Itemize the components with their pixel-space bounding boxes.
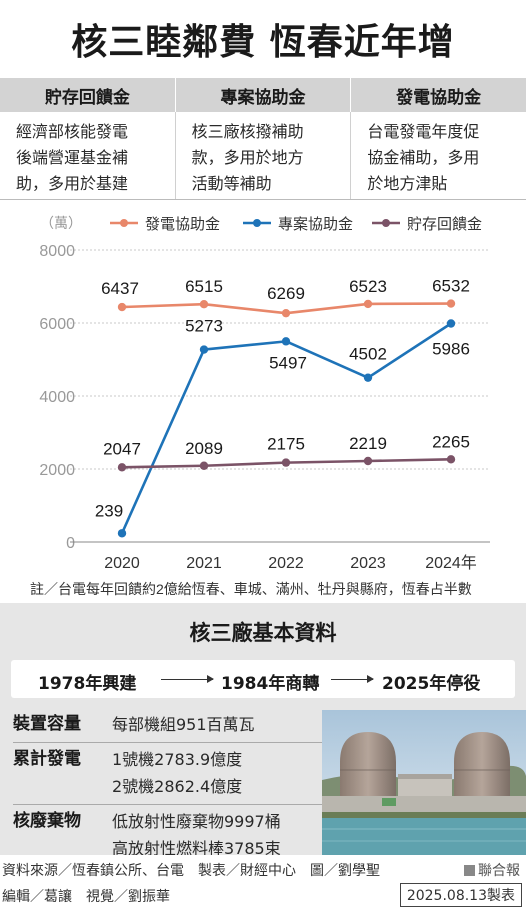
fact-value: 低放射性廢棄物9997桶 (112, 812, 281, 831)
timeline-arrow (331, 675, 374, 683)
data-label: 239 (95, 501, 123, 520)
data-point (363, 456, 373, 466)
data-label: 5497 (269, 353, 307, 372)
fact-capacity: 裝置容量 每部機組951百萬瓦 (13, 708, 323, 743)
timeline: 1978年興建 1984年商轉 2025年停役 (11, 660, 515, 698)
fund-header-project: 專案協助金 (176, 78, 352, 112)
data-point (446, 455, 456, 464)
x-tick-label: 2020 (104, 555, 140, 572)
fund-description-line: 經濟部核能發電 (16, 122, 129, 141)
fund-description-line: 活動等補助 (191, 174, 272, 193)
data-point (199, 345, 209, 354)
x-tick-label: 2023 (350, 555, 386, 572)
fund-header-power: 發電協助金 (396, 87, 482, 108)
data-point (199, 461, 209, 470)
y-tick-label: 4000 (39, 389, 75, 406)
y-axis-unit: （萬） (40, 215, 82, 231)
fund-description-project: 核三廠核撥補助 款，多用於地方 活動等補助 (176, 112, 352, 199)
legend-swatch-marker (382, 219, 390, 227)
y-tick-label: 2000 (39, 462, 75, 479)
legend-swatch-marker (120, 219, 128, 227)
data-point (117, 302, 127, 312)
fund-type-descriptions: 經濟部核能發電 後端營運基金補 助，多用於基建 核三廠核撥補助 款，多用於地方 … (0, 112, 526, 200)
fund-description-line: 款，多用於地方 (191, 148, 304, 167)
data-label: 2089 (185, 439, 223, 458)
page-title: 核三睦鄰費 恆春近年增 (71, 22, 455, 63)
x-tick-label: 2024年 (425, 554, 477, 572)
timeline-construction: 1978年興建 (38, 674, 137, 694)
data-label: 6515 (185, 277, 223, 296)
chart-background (0, 200, 526, 602)
fact-value: 每部機組951百萬瓦 (112, 715, 255, 734)
data-point (199, 300, 209, 309)
legend-label: 發電協助金 (145, 216, 220, 233)
chart-note: 註／台電每年回饋約2億給恆春、車城、滿州、牡丹與縣府，恆春占半數 (30, 581, 472, 597)
fact-value: 高放射性燃料棒3785束 (112, 839, 281, 858)
y-tick-label: 6000 (39, 316, 75, 333)
fact-label: 累計發電 (13, 749, 81, 769)
timeline-commercial-operation: 1984年商轉 (221, 674, 320, 694)
y-tick-label: 8000 (39, 243, 75, 260)
footer-credits: 資料來源／恆春鎮公所、台電 製表／財經中心 圖／劉學聖 (2, 863, 380, 879)
data-label: 5273 (185, 317, 223, 336)
fund-description-line: 後端營運基金補 (16, 148, 129, 167)
fund-header-storage: 貯存回饋金 (0, 78, 176, 112)
y-tick-label: 0 (66, 535, 75, 552)
legend-label: 專案協助金 (278, 215, 353, 233)
fact-label: 裝置容量 (13, 714, 81, 734)
fact-label: 核廢棄物 (13, 811, 81, 831)
data-label: 6523 (349, 277, 387, 296)
fund-description-power: 台電發電年度促 協金補助，多用 於地方津貼 (351, 112, 526, 199)
timeline-arrow (161, 675, 214, 683)
data-point (281, 458, 291, 467)
legend-swatch-marker (253, 219, 261, 227)
x-tick-label: 2021 (186, 555, 222, 572)
data-label: 6532 (432, 277, 470, 296)
data-label: 4502 (349, 345, 387, 364)
data-label: 6269 (267, 284, 305, 303)
timeline-decommission: 2025年停役 (382, 674, 481, 694)
fund-description-line: 台電發電年度促 (367, 122, 480, 141)
data-label: 2219 (349, 434, 387, 453)
data-point (363, 299, 373, 309)
data-point (281, 337, 291, 346)
data-point (281, 308, 291, 318)
fund-description-storage: 經濟部核能發電 後端營運基金補 助，多用於基建 (0, 112, 176, 199)
data-label: 5986 (432, 340, 470, 359)
fund-type-headers: 貯存回饋金 專案協助金 發電協助金 (0, 78, 526, 112)
fund-description-line: 協金補助，多用 (367, 148, 480, 167)
brand-name: 聯合報 (478, 863, 520, 879)
data-label: 2175 (267, 435, 305, 454)
footer: 資料來源／恆春鎮公所、台電 製表／財經中心 圖／劉學聖 聯合報 編輯／葛讓 視覺… (0, 855, 526, 907)
data-point (117, 529, 127, 538)
line-chart: 0 2000 4000 6000 8000 （萬） 發電協助金 專案協助金 貯存回饋金 2020 2… (0, 200, 526, 602)
power-plant-photo (322, 710, 526, 855)
data-label: 2265 (432, 432, 470, 451)
fund-description-line: 助，多用於基建 (16, 174, 129, 193)
data-label: 2047 (103, 439, 141, 458)
fund-description-line: 核三廠核撥補助 (191, 122, 304, 141)
data-point (117, 463, 127, 472)
fact-nuclear-waste: 核廢棄物 低放射性廢棄物9997桶 高放射性燃料棒3785束 (13, 805, 323, 866)
fact-cumulative-generation: 累計發電 1號機2783.9億度 2號機2862.4億度 (13, 743, 323, 805)
facts-list: 裝置容量 每部機組951百萬瓦 累計發電 1號機2783.9億度 2號機2862… (13, 708, 323, 866)
data-point (363, 373, 373, 382)
footer-date: 2025.08.13製表 (399, 883, 522, 907)
fact-value: 2號機2862.4億度 (112, 777, 243, 796)
x-tick-label: 2022 (268, 555, 304, 572)
data-point (446, 299, 456, 308)
fund-description-line: 於地方津貼 (367, 174, 448, 193)
fact-value: 1號機2783.9億度 (112, 750, 243, 769)
footer-editors: 編輯／葛讓 視覺／劉振華 (2, 889, 170, 905)
publisher-brand: 聯合報 (464, 860, 520, 880)
data-label: 6437 (101, 279, 139, 298)
legend-label: 貯存回饋金 (407, 216, 482, 233)
data-point (446, 319, 456, 328)
basic-info-title: 核三廠基本資料 (189, 621, 337, 645)
header: 核三睦鄰費 恆春近年增 (0, 0, 526, 78)
brand-square-icon (464, 865, 475, 876)
